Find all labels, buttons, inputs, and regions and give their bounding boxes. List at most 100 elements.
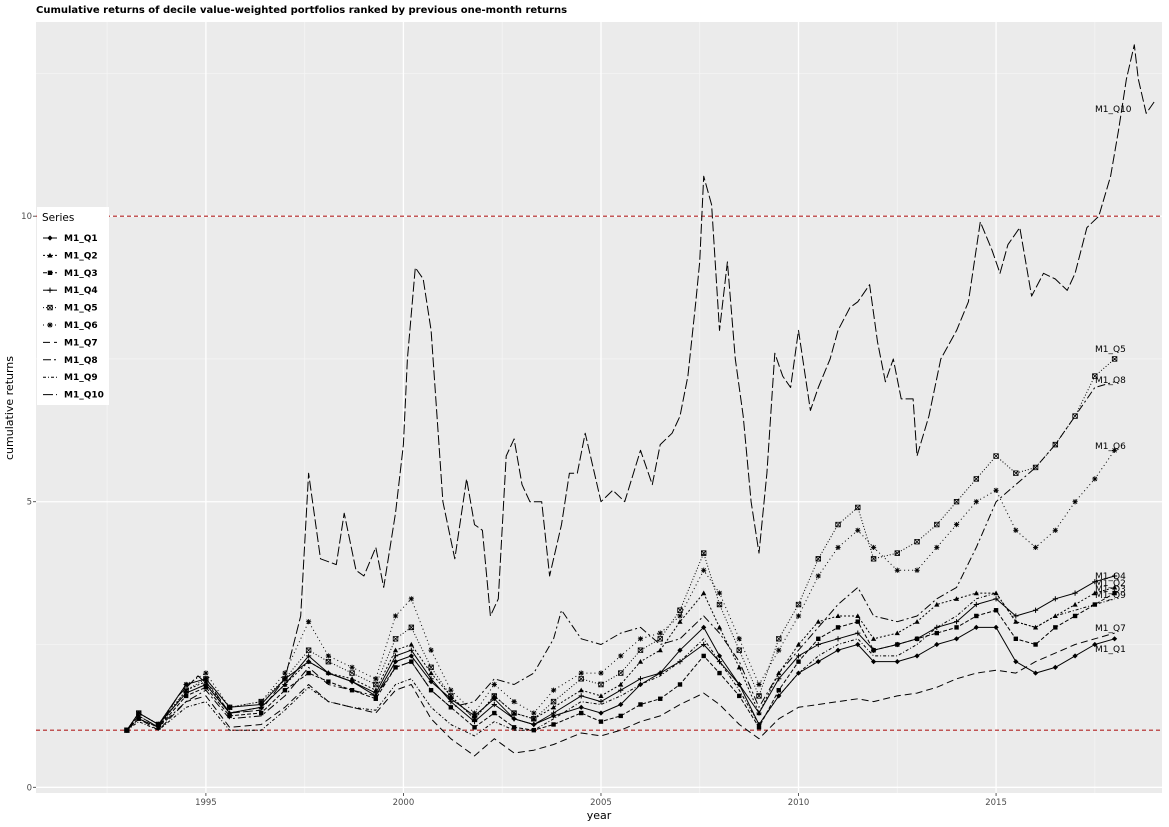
series-line [126, 381, 1115, 731]
series-marker [716, 601, 723, 608]
series-marker [1072, 590, 1078, 596]
series-marker [1072, 499, 1078, 505]
series-marker [124, 727, 130, 733]
legend-item: M1_Q1 [43, 234, 98, 244]
series-marker [974, 613, 979, 619]
series-marker [993, 487, 999, 493]
series-marker [701, 624, 707, 630]
series-marker [993, 608, 999, 613]
y-axis: 0 5 10 [21, 212, 36, 793]
series-marker [511, 710, 517, 716]
series-marker [531, 710, 537, 716]
series-marker [795, 613, 802, 619]
legend-label: M1_Q2 [64, 251, 98, 261]
end-label-M1_Q2: M1_Q2 [1095, 579, 1126, 589]
end-label-M1_Q9: M1_Q9 [1095, 591, 1126, 601]
end-label-M1_Q1: M1_Q1 [1095, 645, 1126, 655]
series-marker [894, 630, 900, 636]
series-marker [1111, 636, 1118, 642]
series-marker [973, 601, 979, 608]
series-marker [993, 590, 999, 596]
series-marker [1052, 664, 1058, 670]
series-marker [677, 613, 683, 619]
series-marker [934, 630, 939, 636]
series-marker [855, 630, 861, 636]
series-marker [1072, 613, 1078, 619]
series-marker [1092, 590, 1098, 596]
series-marker [835, 544, 841, 551]
series-marker [203, 676, 209, 682]
legend-title: Series [42, 212, 74, 224]
series-marker [408, 624, 415, 631]
series-marker [373, 696, 378, 701]
series-marker [203, 670, 209, 676]
series-marker [491, 681, 497, 688]
series-marker [551, 722, 556, 727]
x-axis: 1995 2000 2005 2010 2015 [195, 793, 1007, 808]
series-marker [550, 704, 557, 710]
series-marker [1092, 602, 1098, 607]
legend-label: M1_Q7 [64, 338, 98, 348]
series-marker [306, 659, 312, 664]
legend-label: M1_Q10 [64, 391, 104, 401]
series-marker [657, 670, 663, 676]
series-marker [325, 670, 331, 676]
series-marker [776, 688, 781, 693]
series-marker [492, 710, 497, 716]
series-marker [637, 647, 644, 653]
series-marker [1033, 642, 1038, 647]
series-marker [349, 670, 355, 676]
series-marker [855, 613, 861, 619]
series-M1_Q7 [126, 632, 1115, 757]
series-marker [598, 693, 604, 698]
y-tick-label: 10 [21, 212, 32, 222]
series-marker [795, 601, 802, 608]
series-marker [47, 235, 53, 241]
series-marker [393, 665, 398, 670]
series-marker [428, 647, 434, 653]
series-marker [934, 544, 940, 551]
series-marker [1053, 625, 1058, 630]
series-marker [550, 710, 557, 716]
series-M1_Q8 [126, 381, 1115, 731]
series-marker [531, 716, 537, 722]
series-marker [756, 681, 762, 688]
series-marker [598, 670, 604, 676]
series-marker [306, 619, 312, 625]
series-marker [637, 676, 644, 682]
series-marker [47, 270, 53, 275]
series-marker [511, 725, 517, 730]
series-marker [305, 647, 312, 653]
series-marker [894, 641, 900, 648]
series-marker [203, 685, 209, 690]
series-marker [428, 679, 434, 685]
legend-item: M1_Q3 [43, 269, 98, 279]
series-marker [914, 539, 920, 545]
series-marker [618, 713, 623, 719]
series-marker [815, 659, 821, 665]
series-marker [993, 453, 999, 459]
series-marker [914, 636, 920, 642]
series-marker [716, 653, 723, 659]
series-marker [428, 676, 434, 682]
series-marker [428, 664, 434, 671]
series-marker [392, 659, 399, 665]
series-marker [491, 693, 498, 699]
series-marker [717, 670, 722, 676]
series-marker [953, 521, 960, 528]
series-line [126, 592, 1115, 737]
series-marker [47, 304, 53, 311]
series-marker [578, 687, 584, 693]
series-marker [373, 681, 379, 688]
series-marker [598, 710, 604, 716]
series-marker [1112, 590, 1117, 596]
series-marker [511, 716, 517, 722]
reference-lines [36, 215, 1162, 731]
chart-title: Cumulative returns of decile value-weigh… [36, 5, 567, 16]
legend-item: M1_Q5 [43, 304, 98, 314]
series-marker [934, 601, 940, 607]
series-marker [373, 676, 379, 682]
series-marker [550, 713, 557, 719]
end-label-M1_Q3: M1_Q3 [1095, 585, 1126, 595]
